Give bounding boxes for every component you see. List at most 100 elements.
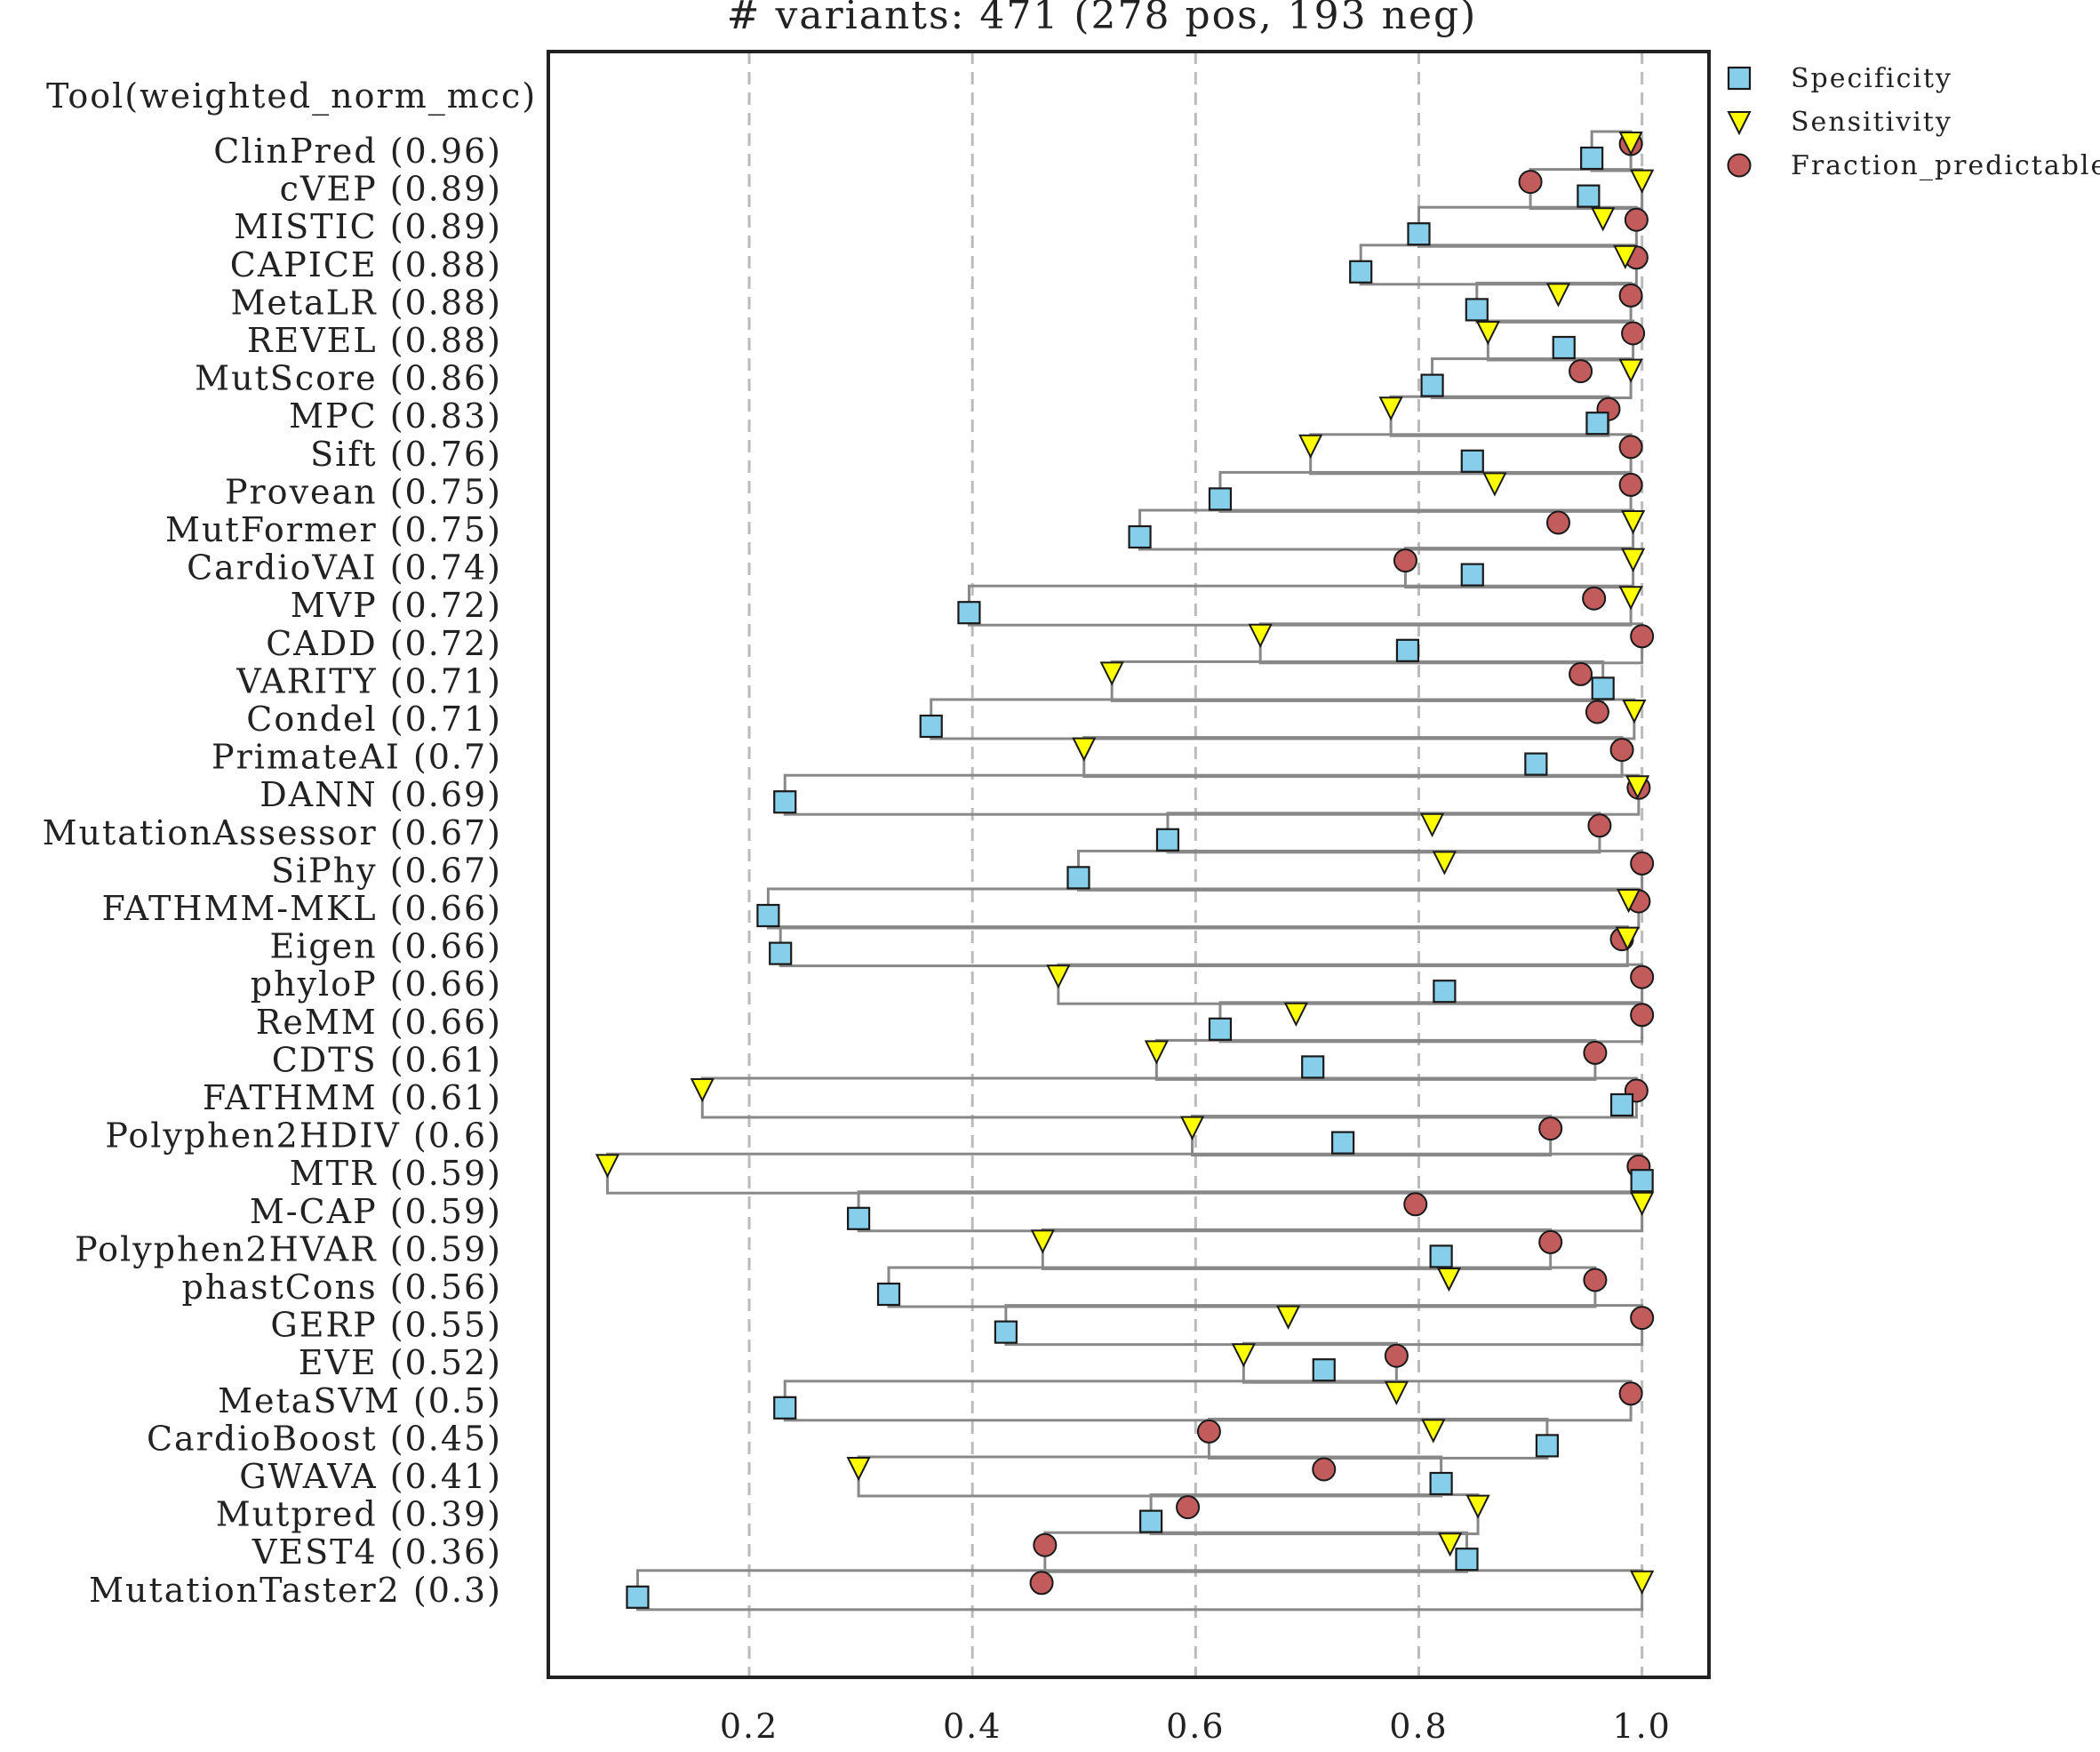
legend-label: Fraction_predictable [1791,150,2100,181]
tool-label: Polyphen2HVAR (0.59) [75,1229,502,1268]
sensitivity-marker [1625,775,1650,800]
specificity-marker [957,601,981,625]
tool-label: Mutpred (0.39) [216,1495,502,1534]
range-boxes [606,130,1644,1612]
specificity-marker [1208,1017,1233,1041]
sensitivity-marker [1618,132,1643,156]
range-box [1154,1038,1597,1081]
tool-label: FATHMM-MKL (0.66) [102,889,502,928]
fraction-predictable-marker [1583,1040,1608,1065]
fraction-predictable-marker [1621,321,1646,346]
range-box [1431,357,1633,400]
specificity-marker [1552,335,1576,360]
range-box [1389,395,1610,437]
sensitivity-marker [1630,1570,1655,1596]
specificity-marker [1429,1244,1453,1268]
specificity-marker [1066,866,1090,890]
fraction-predictable-marker [1624,207,1649,232]
specificity-marker [1420,373,1444,397]
range-box [887,1266,1597,1308]
specificity-marker [1524,752,1548,776]
fraction-predictable-marker [1384,1343,1409,1368]
fraction-predictable-marker [1618,283,1643,308]
specificity-marker [773,1396,797,1420]
tool-label: Condel (0.71) [246,700,502,739]
sensitivity-marker [1630,1191,1655,1217]
sensitivity-marker [1620,548,1646,572]
x-tick-label: 0.4 [943,1707,1002,1746]
fraction-predictable-marker [1393,548,1417,573]
x-tick-label: 0.8 [1389,1707,1448,1746]
tool-label: CDTS (0.61) [272,1040,502,1079]
fraction-predictable-marker [1609,738,1634,763]
range-box [779,925,1629,968]
fraction-predictable-marker [1518,170,1543,195]
range-box [700,1076,1638,1119]
sensitivity-marker [1384,1380,1409,1406]
specificity-marker [1609,1092,1634,1117]
fraction-predictable-marker [1630,624,1655,649]
sensitivity-marker [1545,283,1571,308]
specificity-marker [1139,1509,1163,1533]
specificity-marker [1429,1471,1453,1496]
tool-label: VEST4 (0.36) [252,1532,502,1572]
fraction-predictable-marker [1569,359,1593,384]
range-box [1166,812,1601,854]
range-box [1191,1115,1553,1157]
fraction-predictable-marker [1618,435,1643,460]
sensitivity-marker [1613,244,1638,270]
specificity-marker [1577,184,1601,208]
specificity-marker [756,903,780,928]
sensitivity-marker [1618,586,1643,611]
specificity-marker [626,1585,650,1609]
sensitivity-marker [1438,1532,1463,1557]
sensitivity-marker [846,1457,871,1482]
specificity-marker [1331,1131,1355,1155]
range-box [1359,244,1638,286]
fraction-predictable-marker [1403,1192,1428,1217]
sensitivity-marker [1465,1494,1490,1519]
tool-label: CADD (0.72) [266,624,502,663]
specificity-marker [773,790,797,814]
range-box [1110,660,1605,702]
range-box [1218,470,1633,513]
fraction-predictable-marker [1587,813,1612,838]
sensitivity-marker [1283,1002,1308,1028]
specificity-marker [1580,146,1604,171]
specificity-marker [994,1320,1018,1344]
specificity-marker [1465,298,1489,322]
x-tick-label: 1.0 [1612,1707,1671,1746]
tool-label: MISTIC (0.89) [234,207,502,246]
specificity-marker [1591,676,1615,700]
tool-label: FATHMM (0.61) [203,1078,502,1117]
range-box [967,584,1633,627]
tool-label: VARITY (0.71) [236,661,502,700]
sensitivity-marker [1475,321,1500,346]
sensitivity-marker [1421,1419,1446,1444]
range-box [783,773,1641,816]
fraction-predictable-marker [1029,1571,1054,1596]
specificity-marker [919,714,943,739]
tool-label: MTR (0.59) [290,1154,502,1193]
specificity-marker [876,1282,901,1307]
tool-label: M-CAP (0.59) [250,1192,502,1231]
range-box [1004,1304,1644,1347]
sensitivity-marker [1030,1229,1055,1254]
tool-label: GWAVA (0.41) [239,1457,502,1496]
specificity-marker [1535,1434,1560,1458]
tool-label: Eigen (0.66) [269,927,502,966]
range-box [606,1152,1644,1195]
specificity-marker [847,1206,871,1230]
tool-label: CardioVAI (0.74) [187,548,502,588]
legend-label: Specificity [1791,63,1952,94]
specificity-marker [1460,449,1484,473]
fraction-predictable-marker [1630,964,1655,989]
range-box [1258,622,1644,665]
tool-label: CAPICE (0.88) [230,245,502,284]
data-markers [595,132,1655,1609]
range-box [635,1569,1644,1612]
tool-label: MutFormer (0.75) [165,510,502,549]
specificity-marker [1349,260,1373,284]
fraction-predictable-marker [1618,1381,1643,1406]
specificity-marker [1312,1358,1336,1382]
